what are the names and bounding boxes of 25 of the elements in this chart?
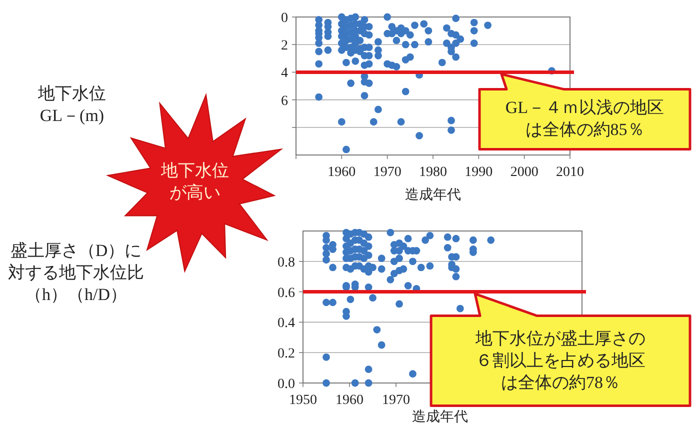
x-tick-label: 1960 — [328, 165, 356, 180]
y-tick-label: 2 — [281, 38, 288, 54]
annotation: GL－４ｍ以浅の地区は全体の約85％ — [504, 97, 666, 142]
y-tick-label: 0.4 — [278, 316, 295, 332]
y-tick-label: 0.6 — [278, 286, 295, 301]
x-axis-title: 造成年代 — [405, 187, 461, 203]
y-tick-label: 0 — [281, 11, 288, 26]
x-tick-label: 1990 — [464, 165, 493, 180]
y-tick-label: 6 — [281, 94, 288, 109]
x-tick-label: 1970 — [382, 393, 410, 408]
x-tick-label: 1980 — [419, 165, 447, 180]
x-tick-label: 2010 — [556, 165, 584, 180]
x-axis-title: 造成年代 — [412, 409, 468, 425]
x-tick-label: 1960 — [336, 393, 364, 408]
y-axis-title: 地下水位GL－(m) — [37, 83, 107, 127]
annotation: 地下水位が盛土厚さの６割以上を占める地区は全体の約78％ — [474, 328, 647, 394]
y-axis-title: 盛土厚さ（D）に対する地下水位比（h）（h/D） — [8, 240, 144, 306]
y-tick-label: 4 — [281, 66, 288, 82]
y-tick-label: 0.8 — [278, 255, 295, 270]
x-tick-label: 1970 — [373, 165, 402, 180]
x-tick-label: 1950 — [289, 393, 317, 408]
y-tick-label: 0.2 — [278, 346, 295, 362]
x-tick-label: 2000 — [510, 165, 538, 180]
text: 地下水位が高い — [160, 160, 230, 204]
y-tick-label: 0.0 — [278, 377, 295, 392]
